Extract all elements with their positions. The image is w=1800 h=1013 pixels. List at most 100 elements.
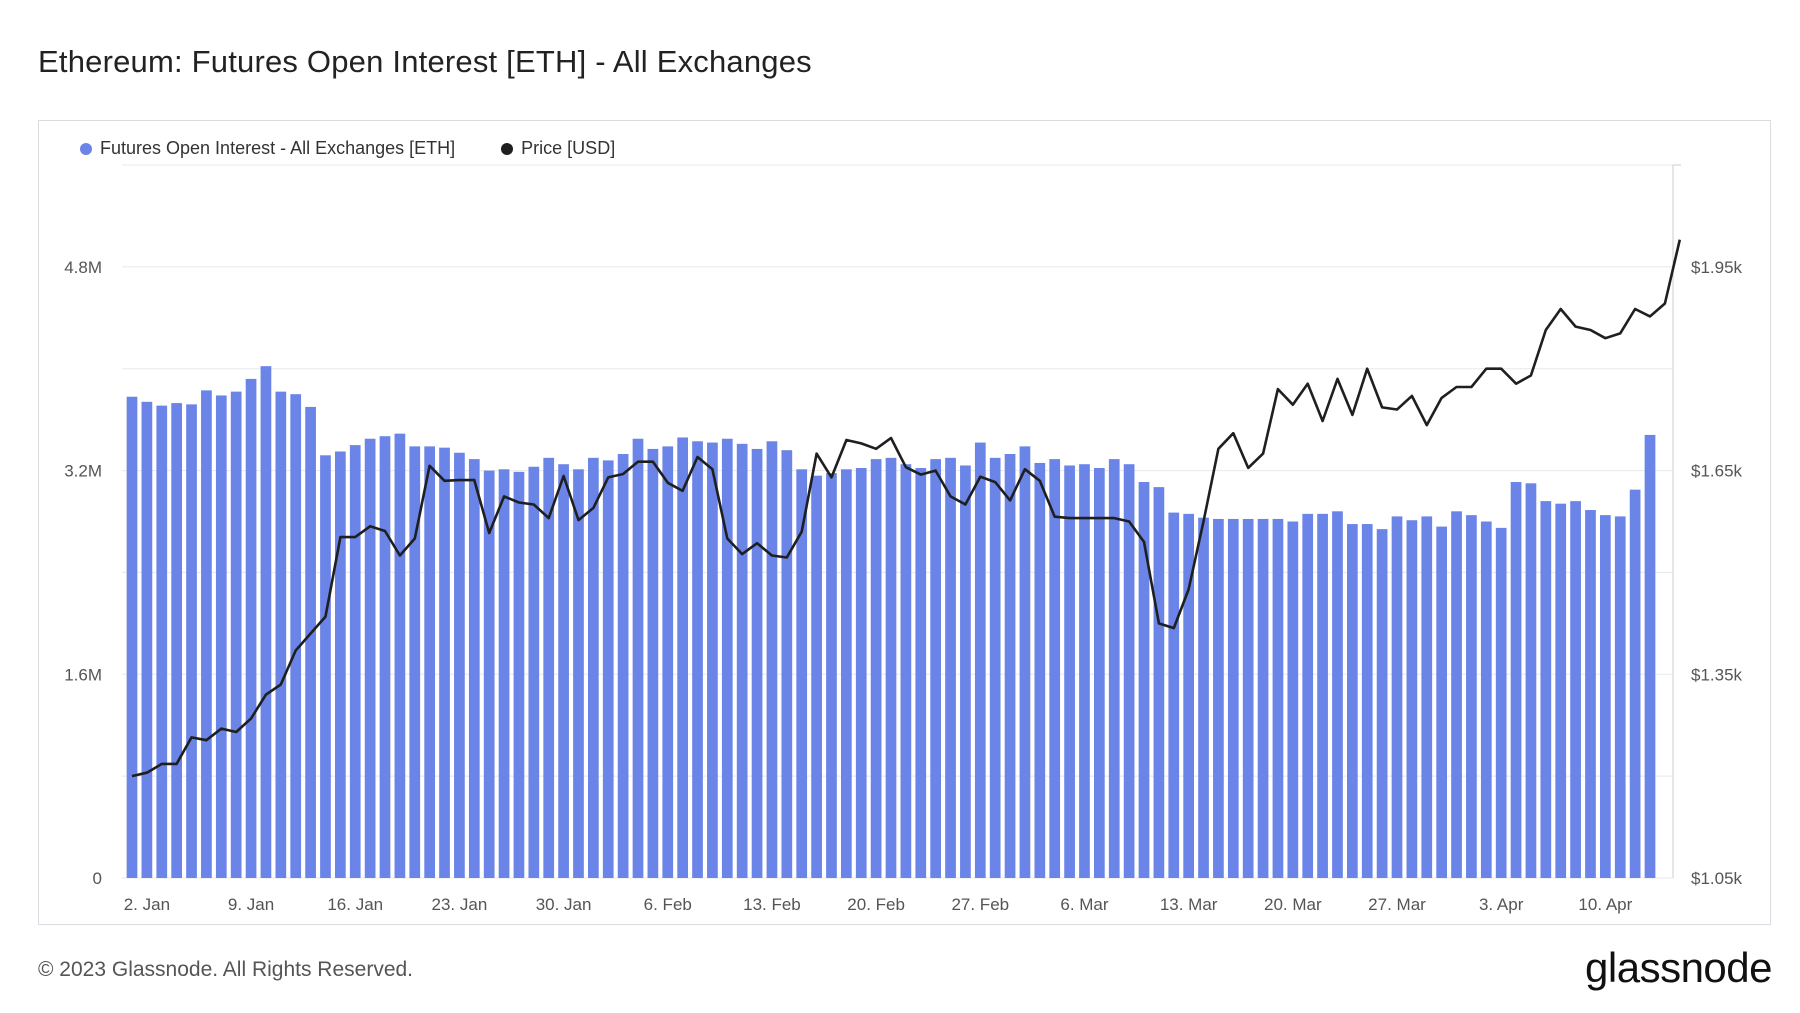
bar	[662, 446, 674, 878]
bar	[1599, 515, 1611, 878]
bar	[379, 436, 391, 878]
bar	[1555, 503, 1567, 878]
bar	[126, 396, 138, 878]
legend-item-price[interactable]: Price [USD]	[501, 138, 615, 159]
bar	[1376, 529, 1388, 878]
bar	[528, 466, 540, 878]
bar	[1108, 459, 1120, 878]
bar	[1421, 516, 1433, 878]
bar	[186, 404, 197, 878]
bar	[1361, 524, 1373, 878]
bar	[1451, 511, 1462, 878]
bar	[513, 471, 525, 878]
bar	[1332, 511, 1343, 878]
chart-title: Ethereum: Futures Open Interest [ETH] - …	[38, 44, 812, 79]
bar	[275, 391, 287, 878]
bar	[1064, 465, 1075, 878]
bar	[1436, 526, 1448, 878]
y-left-tick-label: 4.8M	[64, 258, 102, 277]
bar	[960, 465, 971, 878]
bar	[334, 451, 346, 878]
bar	[811, 475, 822, 878]
x-tick-label: 23. Jan	[432, 895, 488, 914]
bar	[1614, 516, 1626, 878]
bar	[424, 446, 436, 878]
legend-label-open-interest: Futures Open Interest - All Exchanges [E…	[100, 138, 456, 158]
copyright-text: © 2023 Glassnode. All Rights Reserved.	[38, 958, 414, 981]
bar	[766, 441, 778, 878]
bar	[796, 469, 808, 878]
bar	[989, 457, 1001, 878]
bar	[1183, 513, 1195, 878]
x-tick-label: 20. Mar	[1264, 895, 1322, 914]
x-tick-label: 27. Mar	[1368, 895, 1426, 914]
bar	[915, 468, 927, 878]
bar	[1644, 434, 1656, 878]
price-line	[131, 239, 1682, 778]
bar	[201, 390, 212, 878]
bar	[885, 457, 897, 878]
chart-legend: Futures Open Interest - All Exchanges [E…	[80, 138, 615, 159]
bar	[290, 394, 302, 878]
bar	[721, 438, 733, 878]
bar	[736, 443, 748, 878]
x-tick-label: 2. Jan	[124, 895, 170, 914]
bar	[305, 406, 316, 878]
bar	[1019, 446, 1031, 878]
x-tick-label: 6. Feb	[644, 895, 692, 914]
y-right-tick-label: $1.05k	[1691, 869, 1743, 888]
y-left-tick-label: 1.6M	[64, 665, 102, 684]
bar	[945, 457, 956, 878]
bar	[1138, 482, 1150, 878]
bar	[1466, 515, 1477, 878]
legend-item-open-interest[interactable]: Futures Open Interest - All Exchanges [E…	[80, 138, 455, 159]
bar	[1153, 487, 1165, 878]
x-tick-label: 10. Apr	[1578, 895, 1632, 914]
y-right-tick-label: $1.65k	[1691, 462, 1743, 481]
bar	[454, 452, 465, 878]
bar	[1272, 518, 1284, 878]
bar	[1406, 520, 1418, 878]
bar	[409, 446, 421, 878]
x-tick-label: 6. Mar	[1060, 895, 1109, 914]
bar	[141, 401, 153, 878]
bar	[900, 464, 912, 878]
bar	[1093, 468, 1105, 878]
bar	[543, 457, 555, 878]
bar	[974, 442, 986, 878]
bar	[1480, 521, 1492, 878]
bar	[483, 470, 495, 878]
y-right-tick-label: $1.95k	[1691, 258, 1743, 277]
bar	[498, 469, 510, 878]
bar	[1049, 459, 1061, 878]
brand-logo: glassnode	[1585, 944, 1772, 991]
bar	[826, 473, 837, 878]
bar	[1168, 512, 1180, 878]
legend-dot-price	[501, 142, 514, 155]
bar	[930, 459, 942, 878]
bar	[1302, 513, 1314, 878]
bar	[1079, 464, 1090, 878]
bar	[1525, 483, 1537, 878]
x-tick-label: 20. Feb	[847, 895, 905, 914]
x-tick-label: 3. Apr	[1479, 895, 1524, 914]
bar	[320, 455, 331, 878]
x-tick-label: 13. Mar	[1160, 895, 1218, 914]
bar	[1287, 521, 1299, 878]
bar	[468, 459, 480, 878]
bar	[1257, 518, 1269, 878]
bar	[840, 469, 852, 878]
bar	[1346, 524, 1358, 878]
bar	[1227, 518, 1239, 878]
bar	[751, 448, 763, 878]
bar	[602, 460, 614, 878]
bar	[632, 438, 644, 878]
bar	[1495, 527, 1507, 878]
x-tick-label: 13. Feb	[743, 895, 801, 914]
bar	[156, 405, 168, 878]
bar	[617, 454, 629, 878]
bar	[171, 403, 183, 878]
bar	[1570, 501, 1581, 878]
bar	[394, 433, 406, 878]
